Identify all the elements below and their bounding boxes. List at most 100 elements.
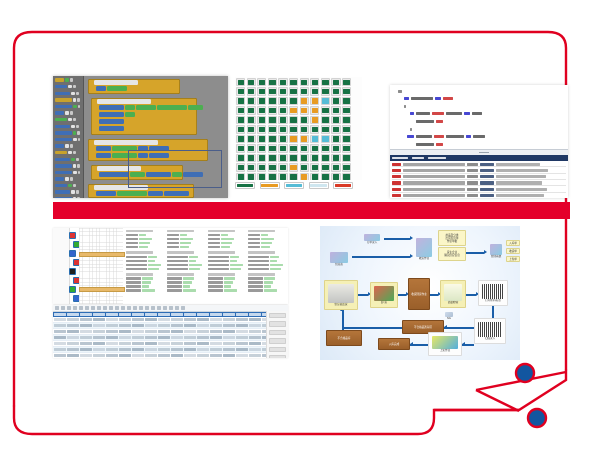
location-card[interactable] — [310, 106, 320, 115]
location-card[interactable] — [320, 106, 331, 115]
table-cell[interactable] — [249, 318, 261, 321]
location-card[interactable] — [236, 78, 246, 87]
location-card[interactable] — [236, 153, 246, 163]
table-cell[interactable] — [236, 348, 248, 351]
block-row[interactable] — [96, 146, 169, 152]
schedule-bar[interactable] — [79, 287, 125, 292]
location-card[interactable] — [246, 125, 256, 134]
table-cell[interactable] — [249, 330, 261, 333]
toolbar-button[interactable] — [181, 306, 185, 310]
table-cell[interactable] — [106, 318, 118, 321]
table-cell[interactable] — [145, 348, 157, 351]
block-row[interactable] — [99, 111, 156, 117]
palette-block[interactable] — [55, 183, 81, 188]
location-card[interactable] — [278, 144, 288, 153]
location-card[interactable] — [257, 78, 267, 87]
palette-block[interactable] — [55, 170, 81, 175]
palette-block[interactable] — [55, 84, 81, 89]
column-header[interactable] — [158, 313, 170, 316]
location-card[interactable] — [331, 106, 341, 115]
toolbar-button[interactable] — [115, 306, 119, 310]
board-resource-icons[interactable] — [67, 228, 80, 304]
toolbar-button[interactable] — [97, 306, 101, 310]
table-cell[interactable] — [67, 330, 79, 333]
location-card[interactable] — [341, 172, 352, 180]
location-card[interactable] — [267, 96, 278, 106]
toolbar-button[interactable] — [151, 306, 155, 310]
palette-block[interactable] — [55, 91, 81, 96]
table-cell[interactable] — [236, 318, 248, 321]
table-cell[interactable] — [67, 348, 79, 351]
toolbar-button[interactable] — [67, 306, 71, 310]
palette-block[interactable] — [55, 144, 81, 149]
toolbar-button[interactable] — [121, 306, 125, 310]
toolbar-button[interactable] — [169, 306, 173, 310]
table-row[interactable] — [53, 329, 288, 335]
table-cell[interactable] — [106, 330, 118, 333]
column-header[interactable] — [249, 313, 261, 316]
location-card[interactable] — [246, 134, 256, 144]
location-card[interactable] — [278, 134, 288, 144]
toolbar-button[interactable] — [85, 306, 89, 310]
table-cell[interactable] — [171, 324, 183, 327]
palette-block[interactable] — [55, 124, 81, 129]
location-card[interactable] — [299, 125, 309, 134]
location-card[interactable] — [341, 134, 352, 144]
table-cell[interactable] — [236, 342, 248, 345]
table-cell[interactable] — [171, 342, 183, 345]
table-cell[interactable] — [249, 324, 261, 327]
location-card[interactable] — [246, 96, 256, 106]
location-card[interactable] — [246, 153, 256, 163]
table-cell[interactable] — [106, 354, 118, 357]
location-card[interactable] — [320, 78, 331, 87]
table-cell[interactable] — [80, 336, 92, 339]
location-card[interactable] — [320, 96, 331, 106]
table-cell[interactable] — [80, 318, 92, 321]
block-row[interactable] — [96, 190, 189, 196]
location-card[interactable] — [331, 153, 341, 163]
palette-block[interactable] — [55, 150, 81, 155]
table-cell[interactable] — [210, 330, 222, 333]
location-card[interactable] — [341, 144, 352, 153]
location-card[interactable] — [278, 172, 288, 180]
location-card[interactable] — [257, 87, 267, 96]
palette-block[interactable] — [55, 196, 81, 198]
location-card[interactable] — [288, 115, 299, 125]
table-cell[interactable] — [106, 336, 118, 339]
blocks-editor-panel[interactable] — [53, 76, 228, 198]
table-cell[interactable] — [197, 330, 209, 333]
resource-marker[interactable] — [69, 268, 76, 275]
table-body[interactable] — [53, 317, 288, 358]
location-card[interactable] — [288, 153, 299, 163]
block-row[interactable] — [99, 104, 203, 110]
location-card[interactable] — [246, 106, 256, 115]
table-cell[interactable] — [249, 342, 261, 345]
column-header[interactable] — [171, 313, 183, 316]
table-cell[interactable] — [80, 348, 92, 351]
location-card[interactable] — [310, 144, 320, 153]
location-card[interactable] — [257, 153, 267, 163]
toolbar-button[interactable] — [55, 306, 59, 310]
location-card[interactable] — [236, 163, 246, 172]
table-cell[interactable] — [54, 324, 66, 327]
table-cell[interactable] — [119, 342, 131, 345]
toolbar-button[interactable] — [175, 306, 179, 310]
table-cell[interactable] — [249, 348, 261, 351]
palette-block[interactable] — [55, 104, 81, 109]
location-card[interactable] — [299, 78, 309, 87]
location-card[interactable] — [267, 134, 278, 144]
column-header[interactable] — [184, 313, 196, 316]
location-card[interactable] — [299, 96, 309, 106]
location-card[interactable] — [278, 96, 288, 106]
location-card[interactable] — [267, 87, 278, 96]
table-cell[interactable] — [132, 318, 144, 321]
toolbar-button[interactable] — [103, 306, 107, 310]
table-cell[interactable] — [197, 336, 209, 339]
location-card[interactable] — [320, 115, 331, 125]
location-card[interactable] — [310, 163, 320, 172]
location-card[interactable] — [310, 115, 320, 125]
block-row[interactable] — [99, 172, 203, 178]
table-cell[interactable] — [119, 324, 131, 327]
table-cell[interactable] — [223, 348, 235, 351]
table-cell[interactable] — [210, 336, 222, 339]
